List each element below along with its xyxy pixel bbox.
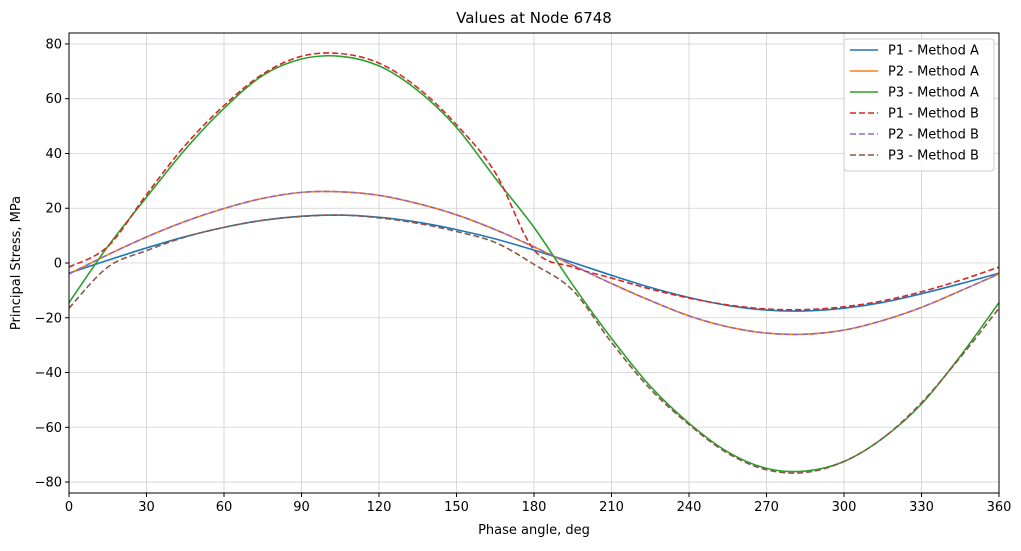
y-tick-label: −80 <box>35 476 62 491</box>
series-line-6 <box>68 214 1000 474</box>
y-tick-label: 80 <box>45 37 62 52</box>
y-axis-label: Principal Stress, MPa <box>9 196 24 330</box>
legend-label: P1 - Method B <box>888 107 979 122</box>
y-tick-label: −40 <box>35 366 62 381</box>
x-tick-label: 30 <box>138 500 155 515</box>
y-tick-label: −60 <box>35 421 62 436</box>
series-line-5 <box>68 190 1000 336</box>
x-tick-label: 300 <box>832 500 857 515</box>
series-line-4 <box>68 52 1000 311</box>
legend-box <box>843 38 995 172</box>
x-tick-label: 330 <box>909 500 934 515</box>
x-tick-label: 60 <box>216 500 233 515</box>
x-tick-label: 270 <box>754 500 779 515</box>
x-tick-label: 120 <box>367 500 392 515</box>
x-tick-label: 150 <box>444 500 469 515</box>
x-tick-label: 360 <box>987 500 1012 515</box>
x-axis-label: Phase angle, deg <box>478 523 590 538</box>
tick-layer: 0 30 60 90 120 150 180 210 240 270 300 330 360 −80 −60… <box>35 37 1012 515</box>
y-tick-label: 20 <box>45 202 62 217</box>
x-tick-label: 240 <box>677 500 702 515</box>
legend-label: P2 - Method B <box>888 128 979 143</box>
x-tick-label: 180 <box>522 500 547 515</box>
series-line-1 <box>68 214 1000 312</box>
legend: P1 - Method A P2 - Method A P3 - Method A P… <box>843 38 995 172</box>
series-layer <box>68 52 1000 474</box>
x-tick-label: 0 <box>65 500 73 515</box>
y-tick-label: 60 <box>45 92 62 107</box>
x-tick-label: 90 <box>293 500 310 515</box>
y-tick-label: −20 <box>35 311 62 326</box>
y-tick-label: 40 <box>45 147 62 162</box>
legend-label: P2 - Method A <box>888 65 979 80</box>
chart-title: Values at Node 6748 <box>456 9 612 27</box>
legend-label: P3 - Method B <box>888 149 979 164</box>
y-tick-label: 0 <box>54 257 62 272</box>
legend-label: P3 - Method A <box>888 86 979 101</box>
x-tick-label: 210 <box>599 500 624 515</box>
legend-label: P1 - Method A <box>888 44 979 59</box>
